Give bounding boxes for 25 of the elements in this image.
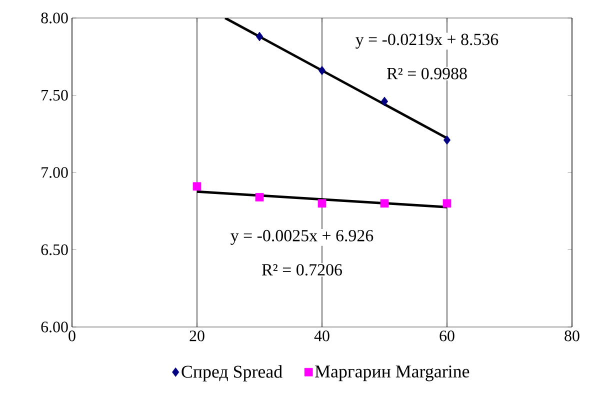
point: [255, 193, 264, 202]
annotation: R² = 0.7206: [262, 264, 342, 276]
x-tick-label: 20: [190, 330, 204, 342]
point: [318, 66, 326, 76]
point: [380, 199, 389, 208]
x-tick-label: 80: [564, 330, 580, 342]
point: [256, 32, 264, 42]
legend-label: Спред Spread: [182, 365, 282, 382]
point: [192, 182, 202, 191]
point: [380, 96, 388, 106]
y-tick-label: 8.00: [41, 12, 68, 24]
y-tick-label: 7.00: [42, 167, 68, 178]
legend-label: Маргарин Margarine: [315, 365, 470, 382]
annotation: y = -0.0025x + 6.926: [230, 230, 374, 245]
x-tick-label: 40: [314, 330, 330, 342]
point: [318, 199, 326, 208]
x-tick-label: 0: [68, 330, 76, 342]
y-tick-label: 7.50: [42, 90, 68, 101]
y-tick-label: 6.50: [41, 244, 68, 256]
x-tick-label: 60: [440, 330, 454, 342]
annotation: y = -0.0219x + 8.536: [356, 34, 498, 49]
point: [443, 135, 451, 145]
annotation: R² = 0.9988: [387, 68, 467, 80]
y-tick-label: 6.00: [41, 322, 68, 332]
point: [442, 199, 452, 208]
